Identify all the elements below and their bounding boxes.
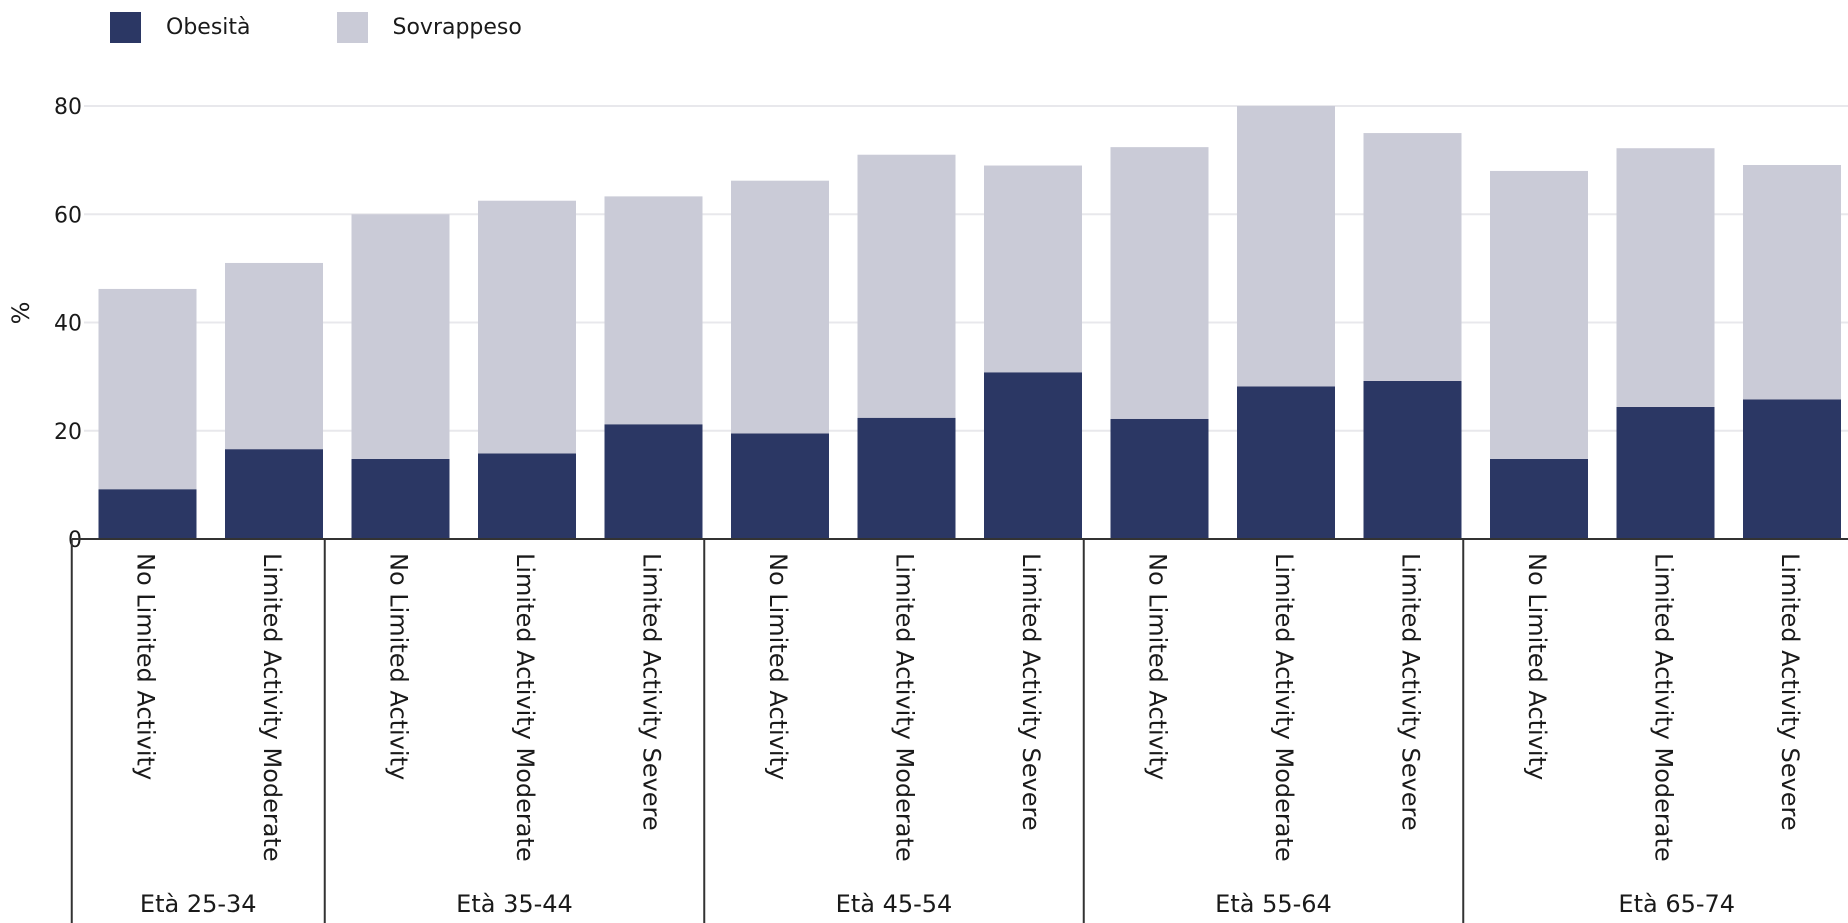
bar-obesita-10 (1363, 380, 1462, 539)
legend-swatch-sovrappeso (336, 11, 368, 43)
bar-obesita-3 (478, 453, 576, 539)
y-axis-label: % (7, 302, 35, 325)
group-label-1: Età 35-44 (456, 890, 573, 918)
chart-legend: Obesità Sovrappeso (110, 10, 608, 44)
y-tick-label-60: 60 (54, 203, 82, 228)
bar-obesita-6 (857, 417, 956, 539)
bar-sovrappeso-1 (225, 262, 323, 450)
x-tick-label-9: Limited Activity Moderate (1270, 553, 1298, 862)
y-tick-label-40: 40 (54, 312, 82, 337)
bar-obesita-11 (1490, 458, 1588, 539)
x-tick-label-2: No Limited Activity (385, 553, 413, 780)
x-tick-label-6: Limited Activity Moderate (891, 553, 919, 862)
x-tick-label-12: Limited Activity Moderate (1650, 553, 1678, 862)
bar-sovrappeso-12 (1616, 148, 1715, 407)
legend-item-obesita[interactable]: Obesità (110, 11, 251, 43)
x-tick-label-7: Limited Activity Severe (1017, 553, 1045, 831)
bar-sovrappeso-9 (1237, 106, 1335, 387)
bar-sovrappeso-8 (1110, 147, 1209, 419)
group-label-0: Età 25-34 (140, 890, 257, 918)
x-tick-label-5: No Limited Activity (764, 553, 792, 780)
legend-swatch-obesita (110, 11, 141, 43)
bar-obesita-0 (98, 489, 197, 539)
group-label-3: Età 55-64 (1215, 890, 1332, 918)
legend-label-obesita: Obesità (166, 14, 251, 40)
group-label-2: Età 45-54 (836, 890, 953, 918)
bar-obesita-12 (1616, 406, 1715, 539)
x-tick-label-8: No Limited Activity (1144, 553, 1172, 780)
bar-obesita-9 (1237, 386, 1335, 539)
group-label-4: Età 65-74 (1618, 890, 1735, 918)
bar-sovrappeso-6 (857, 154, 956, 418)
x-tick-label-13: Limited Activity Severe (1776, 553, 1804, 831)
bar-obesita-13 (1743, 399, 1841, 539)
bar-sovrappeso-7 (984, 165, 1082, 373)
bar-obesita-1 (225, 449, 323, 539)
bar-obesita-5 (731, 433, 829, 539)
legend-label-sovrappeso: Sovrappeso (392, 14, 522, 40)
bar-obesita-7 (984, 372, 1082, 539)
bar-sovrappeso-10 (1363, 133, 1462, 381)
bar-sovrappeso-3 (478, 200, 576, 454)
bar-sovrappeso-11 (1490, 170, 1588, 459)
x-tick-label-3: Limited Activity Moderate (511, 553, 539, 862)
bar-obesita-8 (1110, 418, 1209, 539)
x-tick-label-10: Limited Activity Severe (1397, 553, 1425, 831)
x-tick-label-0: No Limited Activity (132, 553, 160, 780)
bar-obesita-4 (604, 424, 703, 539)
y-tick-label-20: 20 (54, 420, 82, 445)
legend-item-sovrappeso[interactable]: Sovrappeso (336, 11, 522, 43)
bar-sovrappeso-2 (351, 214, 450, 459)
x-tick-label-4: Limited Activity Severe (638, 553, 666, 831)
bar-sovrappeso-13 (1743, 164, 1841, 400)
bar-sovrappeso-4 (604, 196, 703, 425)
y-tick-label-0: 0 (68, 528, 82, 553)
x-tick-label-1: Limited Activity Moderate (258, 553, 286, 862)
x-tick-label-11: No Limited Activity (1523, 553, 1551, 780)
y-tick-label-80: 80 (54, 95, 82, 120)
bar-sovrappeso-5 (731, 180, 829, 434)
bar-obesita-2 (351, 458, 450, 539)
bar-sovrappeso-0 (98, 288, 197, 490)
